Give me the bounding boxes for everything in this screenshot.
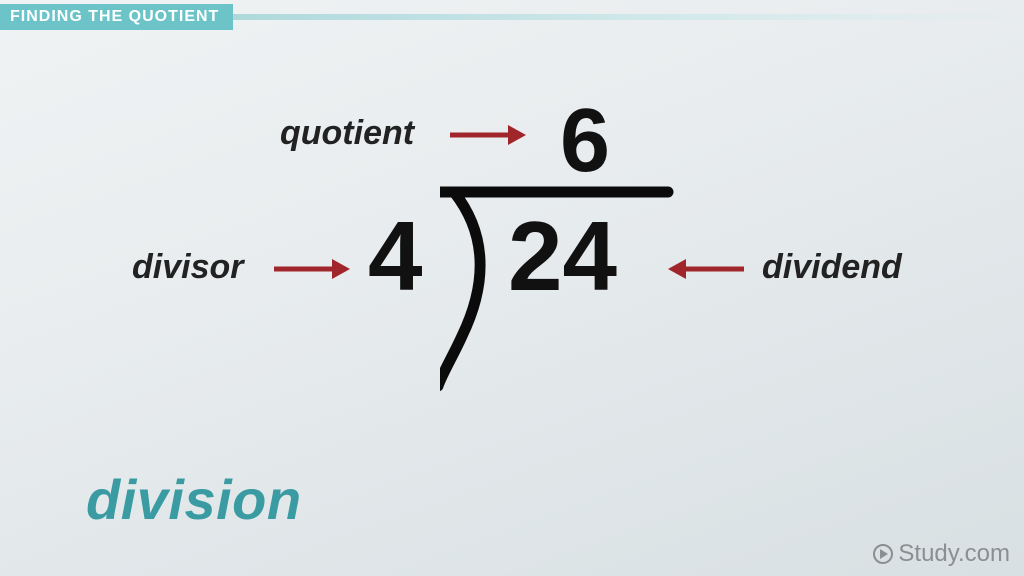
arrow-left-icon bbox=[666, 254, 746, 284]
arrow-right-icon bbox=[448, 120, 528, 150]
division-diagram: 6 4 24 quotient divisor dividend bbox=[0, 90, 1024, 450]
watermark-text: Study.com bbox=[898, 540, 1010, 568]
divisor-label: divisor bbox=[132, 248, 243, 287]
header-bar: FINDING THE QUOTIENT bbox=[0, 4, 1024, 30]
quotient-label: quotient bbox=[280, 114, 414, 153]
play-circle-icon bbox=[872, 543, 894, 565]
header-gradient-tail bbox=[233, 14, 1024, 20]
header-title: FINDING THE QUOTIENT bbox=[0, 4, 233, 30]
dividend-value: 24 bbox=[508, 200, 617, 313]
dividend-label: dividend bbox=[762, 248, 902, 287]
arrow-right-icon bbox=[272, 254, 352, 284]
divisor-value: 4 bbox=[368, 200, 423, 313]
keyword-division: division bbox=[86, 467, 302, 532]
quotient-value: 6 bbox=[560, 90, 610, 193]
watermark: Study.com bbox=[872, 540, 1010, 568]
